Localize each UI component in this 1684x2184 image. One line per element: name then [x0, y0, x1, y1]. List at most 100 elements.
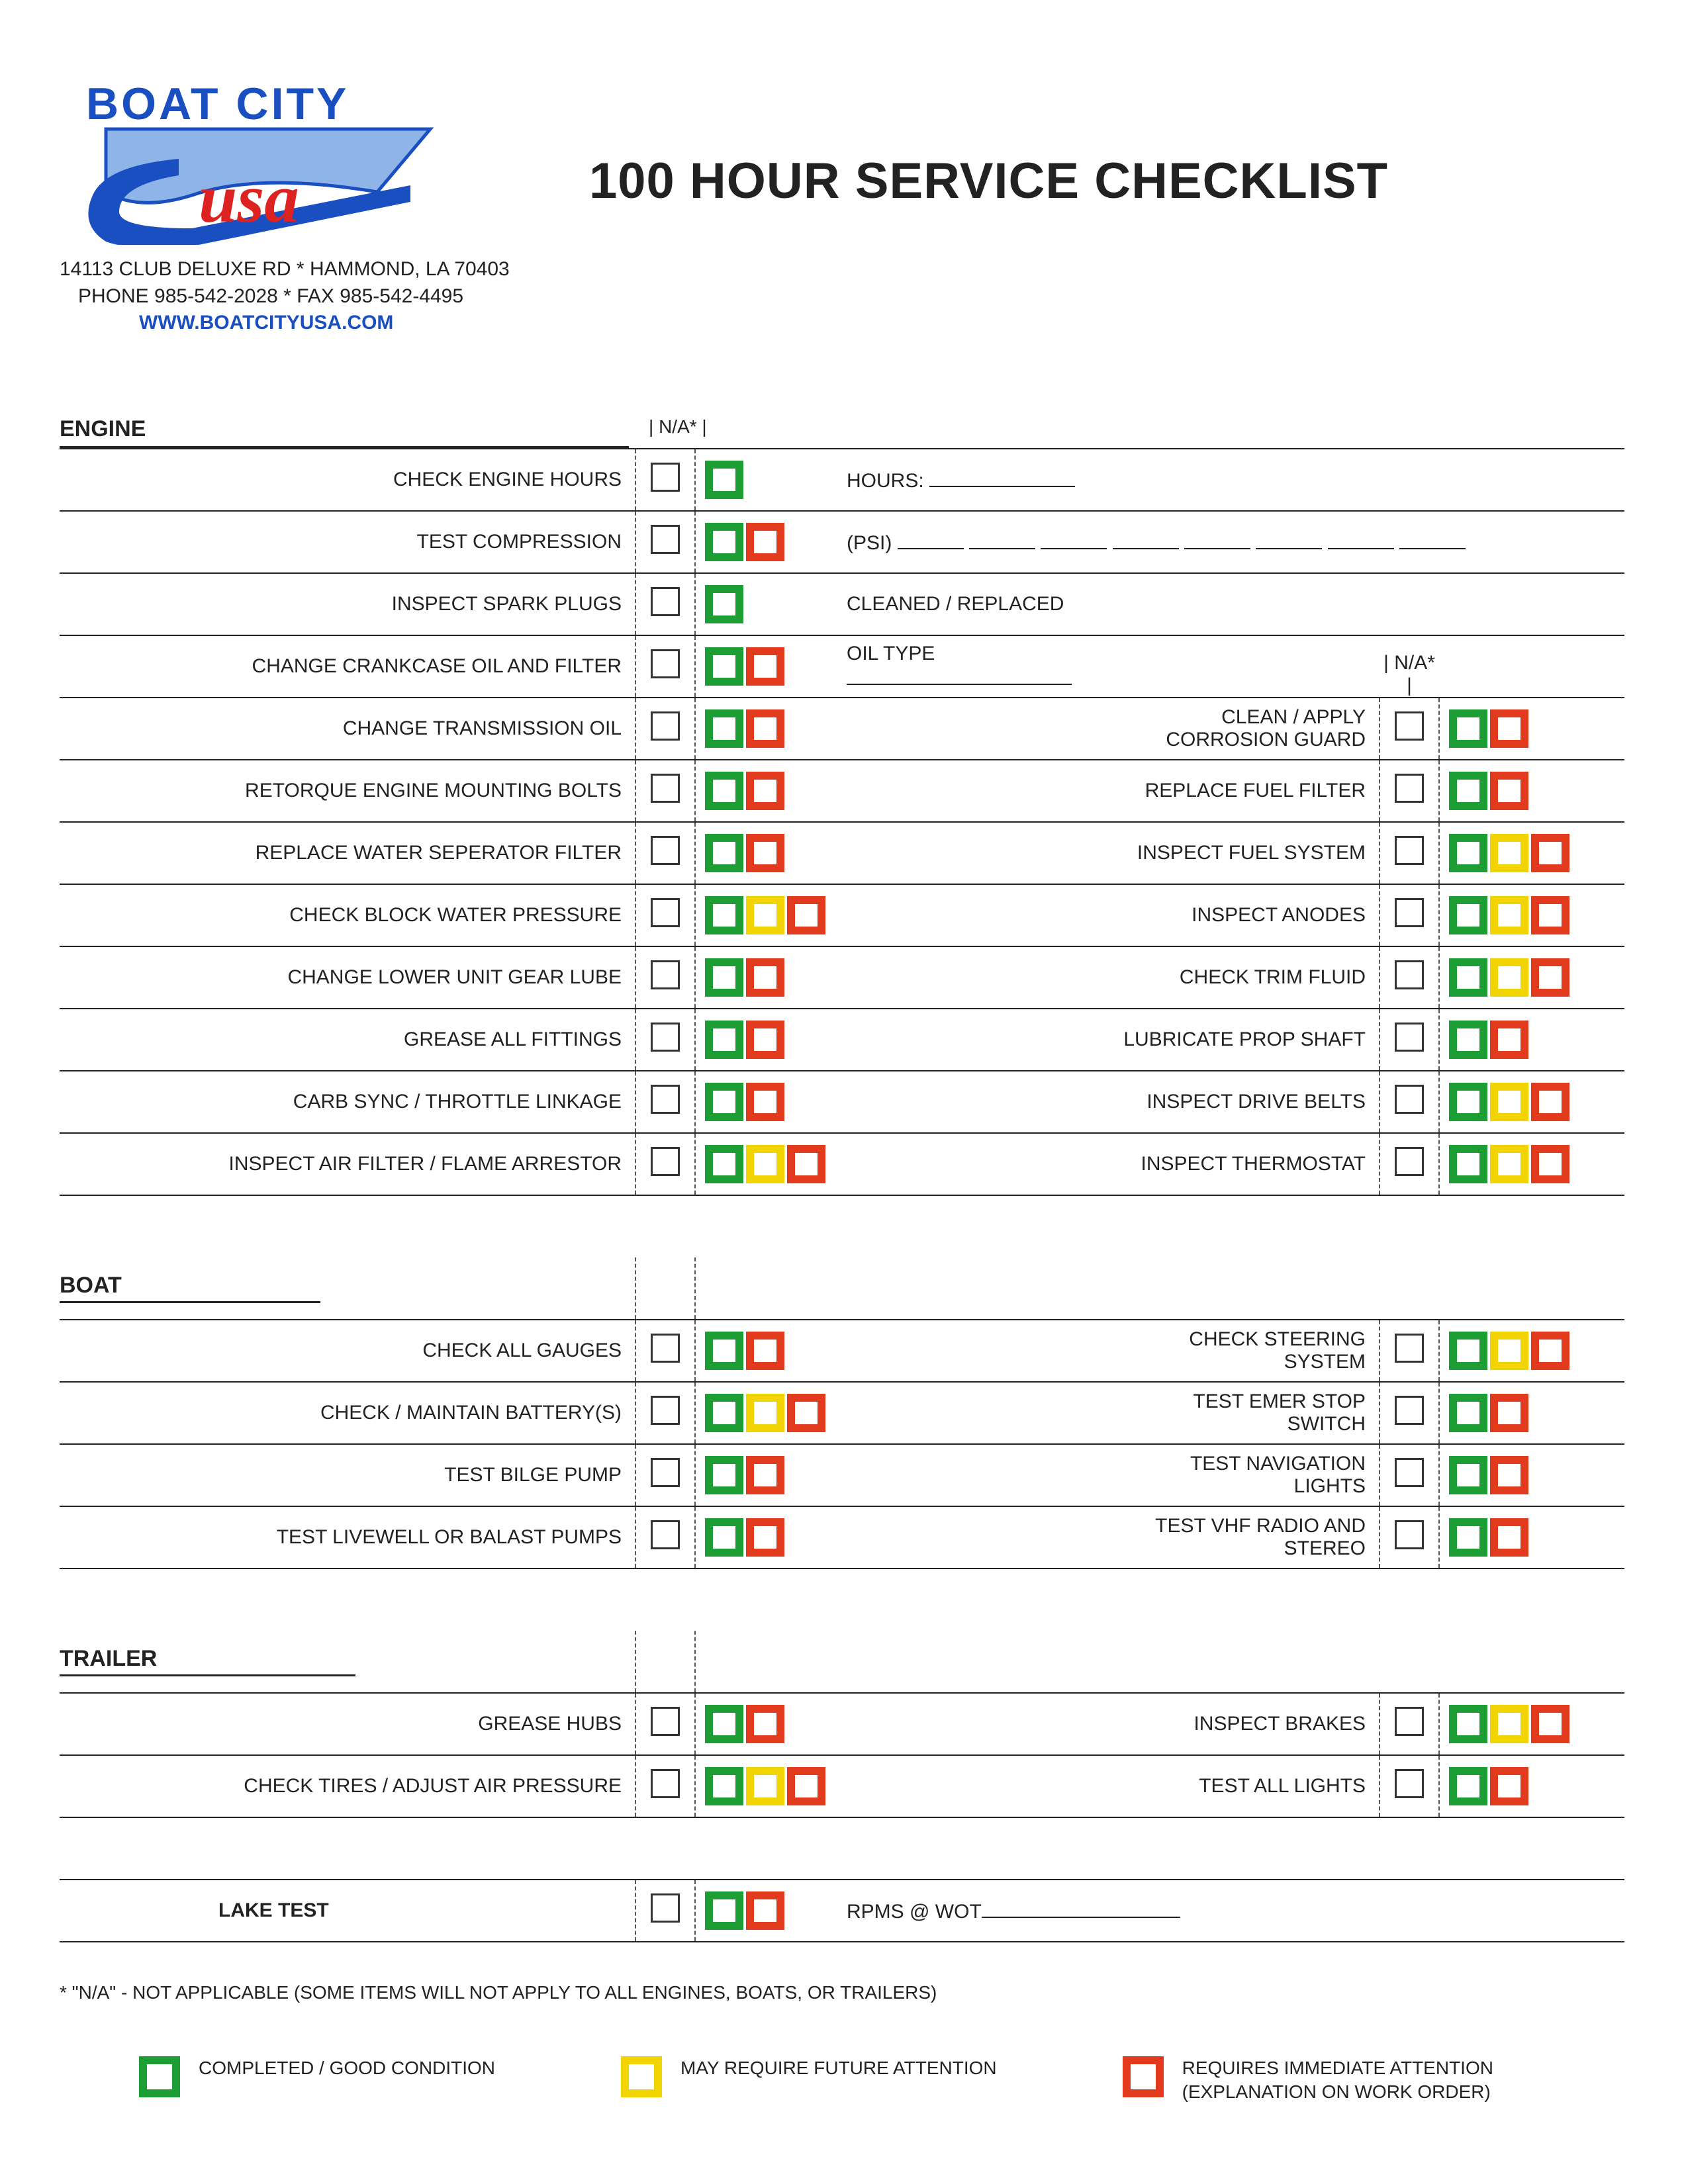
na-checkbox[interactable] — [651, 1707, 680, 1736]
status-box[interactable] — [746, 958, 784, 997]
status-box[interactable] — [705, 461, 743, 499]
status-box[interactable] — [746, 1145, 784, 1183]
status-box[interactable] — [746, 1083, 784, 1121]
status-box[interactable] — [1449, 1456, 1487, 1494]
status-box[interactable] — [705, 896, 743, 934]
status-box[interactable] — [787, 1145, 825, 1183]
na-checkbox[interactable] — [651, 898, 680, 927]
status-box[interactable] — [1449, 709, 1487, 748]
na-checkbox[interactable] — [651, 525, 680, 554]
na-checkbox[interactable] — [651, 1085, 680, 1114]
status-box[interactable] — [1490, 1145, 1528, 1183]
na-checkbox[interactable] — [1395, 1769, 1424, 1798]
status-box[interactable] — [1490, 1021, 1528, 1059]
status-box[interactable] — [746, 1394, 784, 1432]
status-box[interactable] — [1490, 1705, 1528, 1743]
status-box[interactable] — [1449, 1083, 1487, 1121]
status-box[interactable] — [746, 1332, 784, 1370]
status-box[interactable] — [746, 647, 784, 686]
status-box[interactable] — [705, 1456, 743, 1494]
status-box[interactable] — [1449, 1021, 1487, 1059]
status-box[interactable] — [1449, 834, 1487, 872]
status-box[interactable] — [705, 1145, 743, 1183]
status-box[interactable] — [1490, 772, 1528, 810]
status-box[interactable] — [705, 834, 743, 872]
na-checkbox[interactable] — [1395, 774, 1424, 803]
na-checkbox[interactable] — [1395, 1707, 1424, 1736]
status-box[interactable] — [1490, 709, 1528, 748]
na-checkbox[interactable] — [651, 1520, 680, 1549]
status-box[interactable] — [1531, 896, 1569, 934]
status-box[interactable] — [787, 1394, 825, 1432]
status-box[interactable] — [1490, 896, 1528, 934]
na-checkbox[interactable] — [651, 587, 680, 616]
status-box[interactable] — [705, 647, 743, 686]
status-box[interactable] — [1490, 1394, 1528, 1432]
status-box[interactable] — [705, 1394, 743, 1432]
status-box[interactable] — [1490, 1518, 1528, 1557]
status-box[interactable] — [1531, 958, 1569, 997]
status-box[interactable] — [1490, 958, 1528, 997]
status-box[interactable] — [1449, 1705, 1487, 1743]
na-checkbox[interactable] — [1395, 898, 1424, 927]
na-checkbox[interactable] — [1395, 1520, 1424, 1549]
na-checkbox[interactable] — [651, 1147, 680, 1176]
na-checkbox[interactable] — [651, 1023, 680, 1052]
na-checkbox[interactable] — [651, 1893, 680, 1923]
na-checkbox[interactable] — [651, 1769, 680, 1798]
status-box[interactable] — [1449, 1394, 1487, 1432]
status-box[interactable] — [746, 1891, 784, 1930]
na-checkbox[interactable] — [1395, 1458, 1424, 1487]
status-box[interactable] — [705, 709, 743, 748]
status-box[interactable] — [1531, 1145, 1569, 1183]
na-checkbox[interactable] — [651, 1334, 680, 1363]
na-checkbox[interactable] — [651, 1458, 680, 1487]
status-box[interactable] — [1449, 1767, 1487, 1805]
na-checkbox[interactable] — [1395, 711, 1424, 741]
na-checkbox[interactable] — [651, 1396, 680, 1425]
status-box[interactable] — [1449, 1518, 1487, 1557]
website-link[interactable]: WWW.BOATCITYUSA.COM — [60, 310, 536, 337]
status-box[interactable] — [705, 1083, 743, 1121]
na-checkbox[interactable] — [1395, 1023, 1424, 1052]
na-checkbox[interactable] — [1395, 960, 1424, 989]
status-box[interactable] — [1449, 772, 1487, 810]
status-box[interactable] — [705, 585, 743, 623]
na-checkbox[interactable] — [1395, 1147, 1424, 1176]
status-box[interactable] — [1531, 1705, 1569, 1743]
status-box[interactable] — [705, 1021, 743, 1059]
status-box[interactable] — [705, 523, 743, 561]
status-box[interactable] — [1531, 834, 1569, 872]
status-box[interactable] — [746, 1456, 784, 1494]
status-box[interactable] — [746, 896, 784, 934]
status-box[interactable] — [705, 772, 743, 810]
na-checkbox[interactable] — [651, 774, 680, 803]
na-checkbox[interactable] — [651, 960, 680, 989]
status-box[interactable] — [1449, 1145, 1487, 1183]
status-box[interactable] — [746, 523, 784, 561]
status-box[interactable] — [746, 1705, 784, 1743]
status-box[interactable] — [746, 1767, 784, 1805]
na-checkbox[interactable] — [651, 711, 680, 741]
status-box[interactable] — [1449, 896, 1487, 934]
na-checkbox[interactable] — [651, 463, 680, 492]
na-checkbox[interactable] — [1395, 1085, 1424, 1114]
status-box[interactable] — [1449, 958, 1487, 997]
status-box[interactable] — [746, 1518, 784, 1557]
status-box[interactable] — [746, 1021, 784, 1059]
na-checkbox[interactable] — [651, 649, 680, 678]
status-box[interactable] — [1531, 1083, 1569, 1121]
na-checkbox[interactable] — [1395, 1334, 1424, 1363]
status-box[interactable] — [705, 1767, 743, 1805]
status-box[interactable] — [1490, 1456, 1528, 1494]
status-box[interactable] — [746, 834, 784, 872]
status-box[interactable] — [1531, 1332, 1569, 1370]
na-checkbox[interactable] — [1395, 1396, 1424, 1425]
na-checkbox[interactable] — [651, 836, 680, 865]
status-box[interactable] — [1490, 834, 1528, 872]
status-box[interactable] — [705, 1705, 743, 1743]
status-box[interactable] — [746, 709, 784, 748]
status-box[interactable] — [1449, 1332, 1487, 1370]
status-box[interactable] — [1490, 1332, 1528, 1370]
status-box[interactable] — [705, 958, 743, 997]
